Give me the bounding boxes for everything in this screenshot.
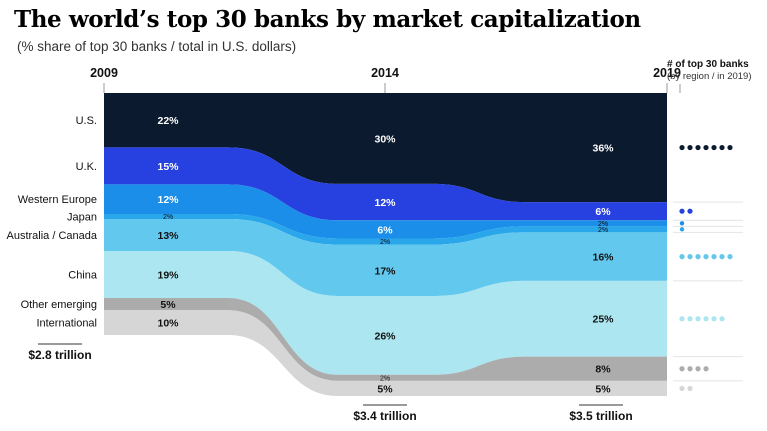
bank-count-dot	[695, 316, 701, 322]
bank-count-dot	[687, 144, 693, 151]
series-label: International	[36, 318, 97, 330]
bank-count-dot	[727, 254, 733, 260]
data-label: 2%	[598, 221, 608, 228]
data-label: 12%	[374, 197, 396, 209]
bank-count-dot	[679, 254, 685, 260]
bank-count-dot	[719, 254, 725, 260]
bank-count-dot	[695, 254, 701, 260]
data-label: 2%	[380, 239, 390, 246]
bank-count-dot	[679, 227, 685, 232]
total-label: $3.4 trillion	[353, 409, 416, 423]
bank-count-dot	[687, 366, 693, 372]
series-label: China	[68, 270, 98, 282]
bank-count-dot	[727, 144, 733, 151]
bank-count-dot	[679, 221, 685, 226]
count-panel: # of top 30 banks (by region / in 2019)	[667, 59, 752, 392]
bank-count-dot	[679, 366, 685, 372]
data-label: 2%	[163, 214, 173, 221]
count-panel-subtitle: (by region / in 2019)	[667, 71, 752, 82]
area-other-emerging	[104, 297, 667, 381]
chart-title: The world’s top 30 banks by market capit…	[14, 6, 641, 33]
bank-count-dot	[679, 144, 685, 151]
area-international	[104, 310, 667, 396]
bank-count-dot	[703, 316, 709, 322]
data-label: 13%	[157, 230, 179, 242]
data-label: 36%	[592, 143, 614, 155]
bank-count-dot	[695, 144, 701, 151]
area-china	[104, 251, 667, 375]
series-label: U.S.	[76, 115, 97, 127]
x-tick-label: 2019	[653, 66, 681, 80]
bank-count-dot	[695, 366, 701, 372]
data-label: 19%	[157, 270, 179, 282]
data-label: 6%	[595, 206, 611, 218]
data-label: 17%	[374, 265, 396, 277]
value-labels-layer: 22%30%36%15%12%6%12%6%2%2%2%2%13%17%16%1…	[157, 115, 614, 395]
count-panel-title: # of top 30 banks	[667, 59, 749, 70]
x-tick-label: 2009	[90, 66, 118, 80]
chart-subtitle: (% share of top 30 banks / total in U.S.…	[17, 39, 297, 54]
data-label: 5%	[377, 383, 393, 395]
data-label: 16%	[592, 252, 614, 264]
data-label: 26%	[374, 330, 396, 342]
bank-count-dot	[687, 385, 693, 392]
bank-count-dot	[719, 144, 725, 151]
bank-count-dot	[679, 316, 685, 322]
bank-count-dot	[687, 254, 693, 260]
data-label: 6%	[377, 224, 393, 236]
data-label: 10%	[157, 318, 179, 330]
total-label: $2.8 trillion	[28, 348, 91, 362]
bank-count-dot	[711, 144, 717, 151]
bank-count-dot	[711, 254, 717, 260]
data-label: 12%	[157, 194, 179, 206]
area-australia-canada	[104, 218, 667, 297]
totals-layer: $2.8 trillion $3.4 trillion $3.5 trillion	[28, 343, 633, 423]
total-label: $3.5 trillion	[569, 409, 632, 423]
bank-count-dot	[703, 366, 709, 372]
bank-count-dot	[679, 208, 685, 214]
data-label: 5%	[595, 383, 611, 395]
data-label: 2%	[380, 375, 390, 382]
area-western-europe	[104, 184, 667, 239]
x-axis-labels: 2009 2014 2019	[90, 66, 681, 93]
area-u-k-	[104, 147, 667, 221]
area-japan	[104, 214, 667, 245]
data-label: 22%	[157, 115, 179, 127]
series-label: Japan	[67, 211, 97, 223]
bank-count-dot	[719, 316, 725, 322]
series-label: Other emerging	[21, 299, 97, 311]
data-label: 30%	[374, 133, 396, 145]
areas-layer	[104, 93, 667, 396]
data-label: 5%	[160, 299, 176, 311]
bank-count-dot	[703, 144, 709, 151]
category-labels-layer: U.S. U.K. Western Europe Japan Australia / C…	[7, 115, 98, 329]
bank-count-dot	[711, 316, 717, 322]
data-label: 25%	[592, 314, 614, 326]
x-tick-label: 2014	[371, 66, 399, 80]
bank-count-dot	[687, 316, 693, 322]
bank-count-dot	[679, 385, 685, 392]
data-label: 15%	[157, 161, 179, 173]
data-label: 2%	[598, 227, 608, 234]
bank-count-dot	[687, 208, 693, 214]
series-label: Western Europe	[18, 194, 97, 206]
area-u-s-	[104, 93, 667, 203]
series-label: U.K.	[76, 161, 97, 173]
series-label: Australia / Canada	[7, 230, 98, 242]
data-label: 8%	[595, 364, 611, 376]
bank-count-dot	[703, 254, 709, 260]
